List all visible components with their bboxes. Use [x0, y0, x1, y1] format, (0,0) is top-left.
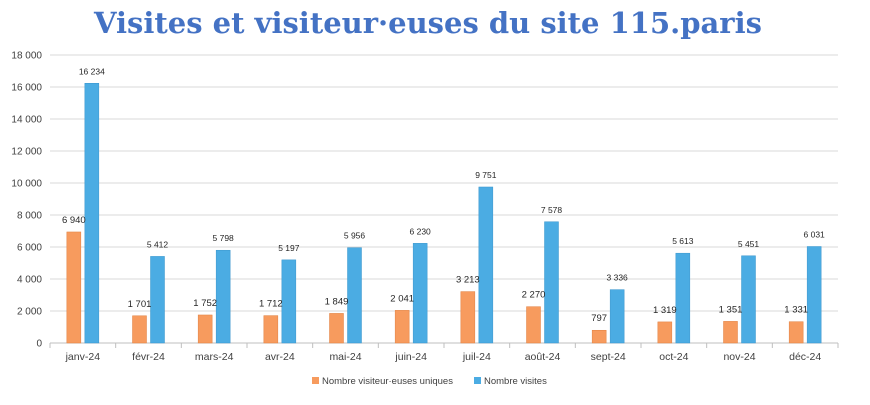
grid-lines: [50, 54, 838, 344]
bar-visites: [741, 255, 756, 344]
data-label-visites: 9 751: [475, 170, 497, 180]
y-tick-label: 18 000: [11, 51, 42, 62]
x-category-label: août-24: [525, 351, 561, 363]
x-category-label: janv-24: [65, 351, 101, 363]
x-category-label: sept-24: [591, 351, 626, 363]
bar-visiteurs: [394, 310, 410, 344]
bar-visites: [281, 259, 297, 344]
data-label-visiteurs: 2 270: [522, 290, 546, 301]
data-label-visiteurs: 6 940: [62, 215, 86, 226]
data-label-visiteurs: 2 041: [390, 293, 414, 304]
x-category-label: avr-24: [265, 351, 295, 363]
bar-visites: [675, 252, 691, 344]
y-tick-label: 2 000: [17, 307, 42, 318]
y-tick-label: 0: [36, 339, 42, 350]
data-label-visiteurs: 1 331: [784, 305, 808, 316]
data-label-visiteurs: 797: [591, 313, 607, 324]
data-label-visites: 5 412: [147, 239, 169, 249]
x-category-label: févr-24: [132, 351, 165, 363]
data-label-visites: 5 798: [213, 233, 235, 243]
data-label-visiteurs: 1 752: [193, 298, 217, 309]
x-category-label: déc-24: [789, 351, 821, 363]
bar-visiteurs: [197, 314, 213, 344]
bar-visiteurs: [263, 315, 279, 344]
data-label-visites: 5 613: [672, 236, 694, 246]
data-label-visiteurs: 3 213: [456, 275, 480, 286]
bar-visites: [150, 256, 165, 344]
data-label-visites: 5 197: [278, 243, 300, 253]
bar-visiteurs: [66, 231, 82, 344]
bar-visiteurs: [723, 321, 738, 344]
bar-visites: [806, 246, 822, 344]
data-labels: 6 940 16 234 1 701 5 412 1 752 5 798 1 712 5 19…: [62, 66, 825, 324]
x-axis-categories: janv-24 févr-24 mars-24 avr-24 mai-24 juin-24…: [49, 343, 839, 363]
bar-visiteurs: [657, 321, 673, 344]
y-tick-label: 10 000: [11, 179, 42, 190]
bar-visiteurs: [460, 291, 476, 344]
data-label-visites: 5 451: [738, 239, 760, 249]
data-label-visiteurs: 1 849: [325, 296, 349, 307]
y-tick-label: 12 000: [11, 147, 42, 158]
y-tick-label: 16 000: [11, 83, 42, 94]
x-category-label: juin-24: [394, 351, 427, 363]
bars: [66, 83, 822, 344]
bar-visites: [544, 221, 559, 344]
x-category-label: mars-24: [195, 351, 234, 363]
data-label-visites: 16 234: [79, 66, 105, 76]
bar-visites: [215, 249, 231, 344]
bar-visites: [609, 289, 625, 344]
chart-title: Visites et visiteur·euses du site 115.pa…: [93, 6, 762, 40]
bar-visites: [347, 247, 362, 344]
data-label-visites: 7 578: [541, 205, 563, 215]
data-label-visites: 5 956: [344, 231, 366, 241]
data-label-visiteurs: 1 319: [653, 305, 677, 316]
bar-visiteurs: [591, 329, 607, 344]
data-label-visites: 3 336: [607, 273, 629, 283]
y-tick-label: 8 000: [17, 211, 42, 222]
bar-visites: [478, 186, 494, 344]
legend-swatch-visites: [474, 377, 481, 384]
bar-visiteurs: [788, 321, 804, 344]
x-category-label: oct-24: [659, 351, 688, 363]
legend-label-visiteurs: Nombre visiteur·euses uniques: [322, 376, 453, 387]
y-tick-label: 14 000: [11, 115, 42, 126]
bar-visiteurs: [329, 313, 344, 344]
data-label-visites: 6 230: [410, 226, 432, 236]
y-tick-label: 4 000: [17, 275, 42, 286]
y-axis-ticks: 0 2 000 4 000 6 000 8 000 10 000 12 000 14 000 1…: [11, 51, 42, 350]
bar-visiteurs: [526, 306, 541, 344]
data-label-visiteurs: 1 351: [719, 304, 743, 315]
x-category-label: mai-24: [329, 351, 361, 363]
bar-visiteurs: [132, 315, 147, 344]
y-tick-label: 6 000: [17, 243, 42, 254]
data-label-visiteurs: 1 712: [259, 299, 283, 310]
legend-swatch-visiteurs: [312, 377, 319, 384]
x-category-label: juil-24: [462, 351, 491, 363]
bar-visites: [412, 243, 428, 344]
legend-label-visites: Nombre visites: [484, 376, 547, 387]
data-label-visiteurs: 1 701: [128, 299, 152, 310]
bar-visites: [84, 83, 100, 344]
legend: Nombre visiteur·euses uniques Nombre vis…: [312, 376, 547, 387]
x-category-label: nov-24: [723, 351, 755, 363]
data-label-visites: 6 031: [804, 230, 826, 240]
